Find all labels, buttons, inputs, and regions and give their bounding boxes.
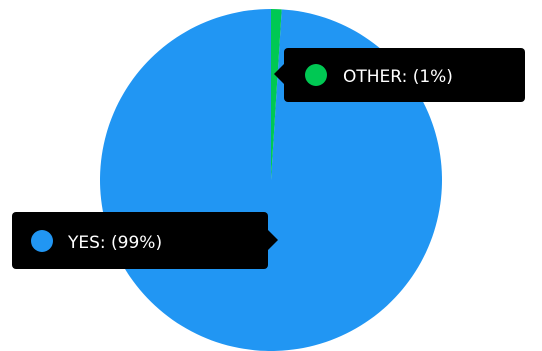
tooltip-other-color-dot bbox=[305, 64, 327, 86]
tooltip-yes-box bbox=[12, 212, 268, 269]
tooltip-yes-label: YES: (99%) bbox=[67, 233, 162, 253]
tooltip-yes-color-dot bbox=[31, 230, 53, 252]
tooltip-other-pointer bbox=[274, 64, 284, 84]
tooltip-other-box bbox=[284, 48, 525, 102]
tooltip-yes-pointer bbox=[268, 230, 278, 250]
pie-slice-other[interactable] bbox=[271, 9, 282, 180]
tooltip-other: OTHER: (1%) bbox=[274, 48, 525, 102]
tooltip-other-label: OTHER: (1%) bbox=[343, 67, 453, 87]
tooltip-yes: YES: (99%) bbox=[12, 212, 278, 269]
